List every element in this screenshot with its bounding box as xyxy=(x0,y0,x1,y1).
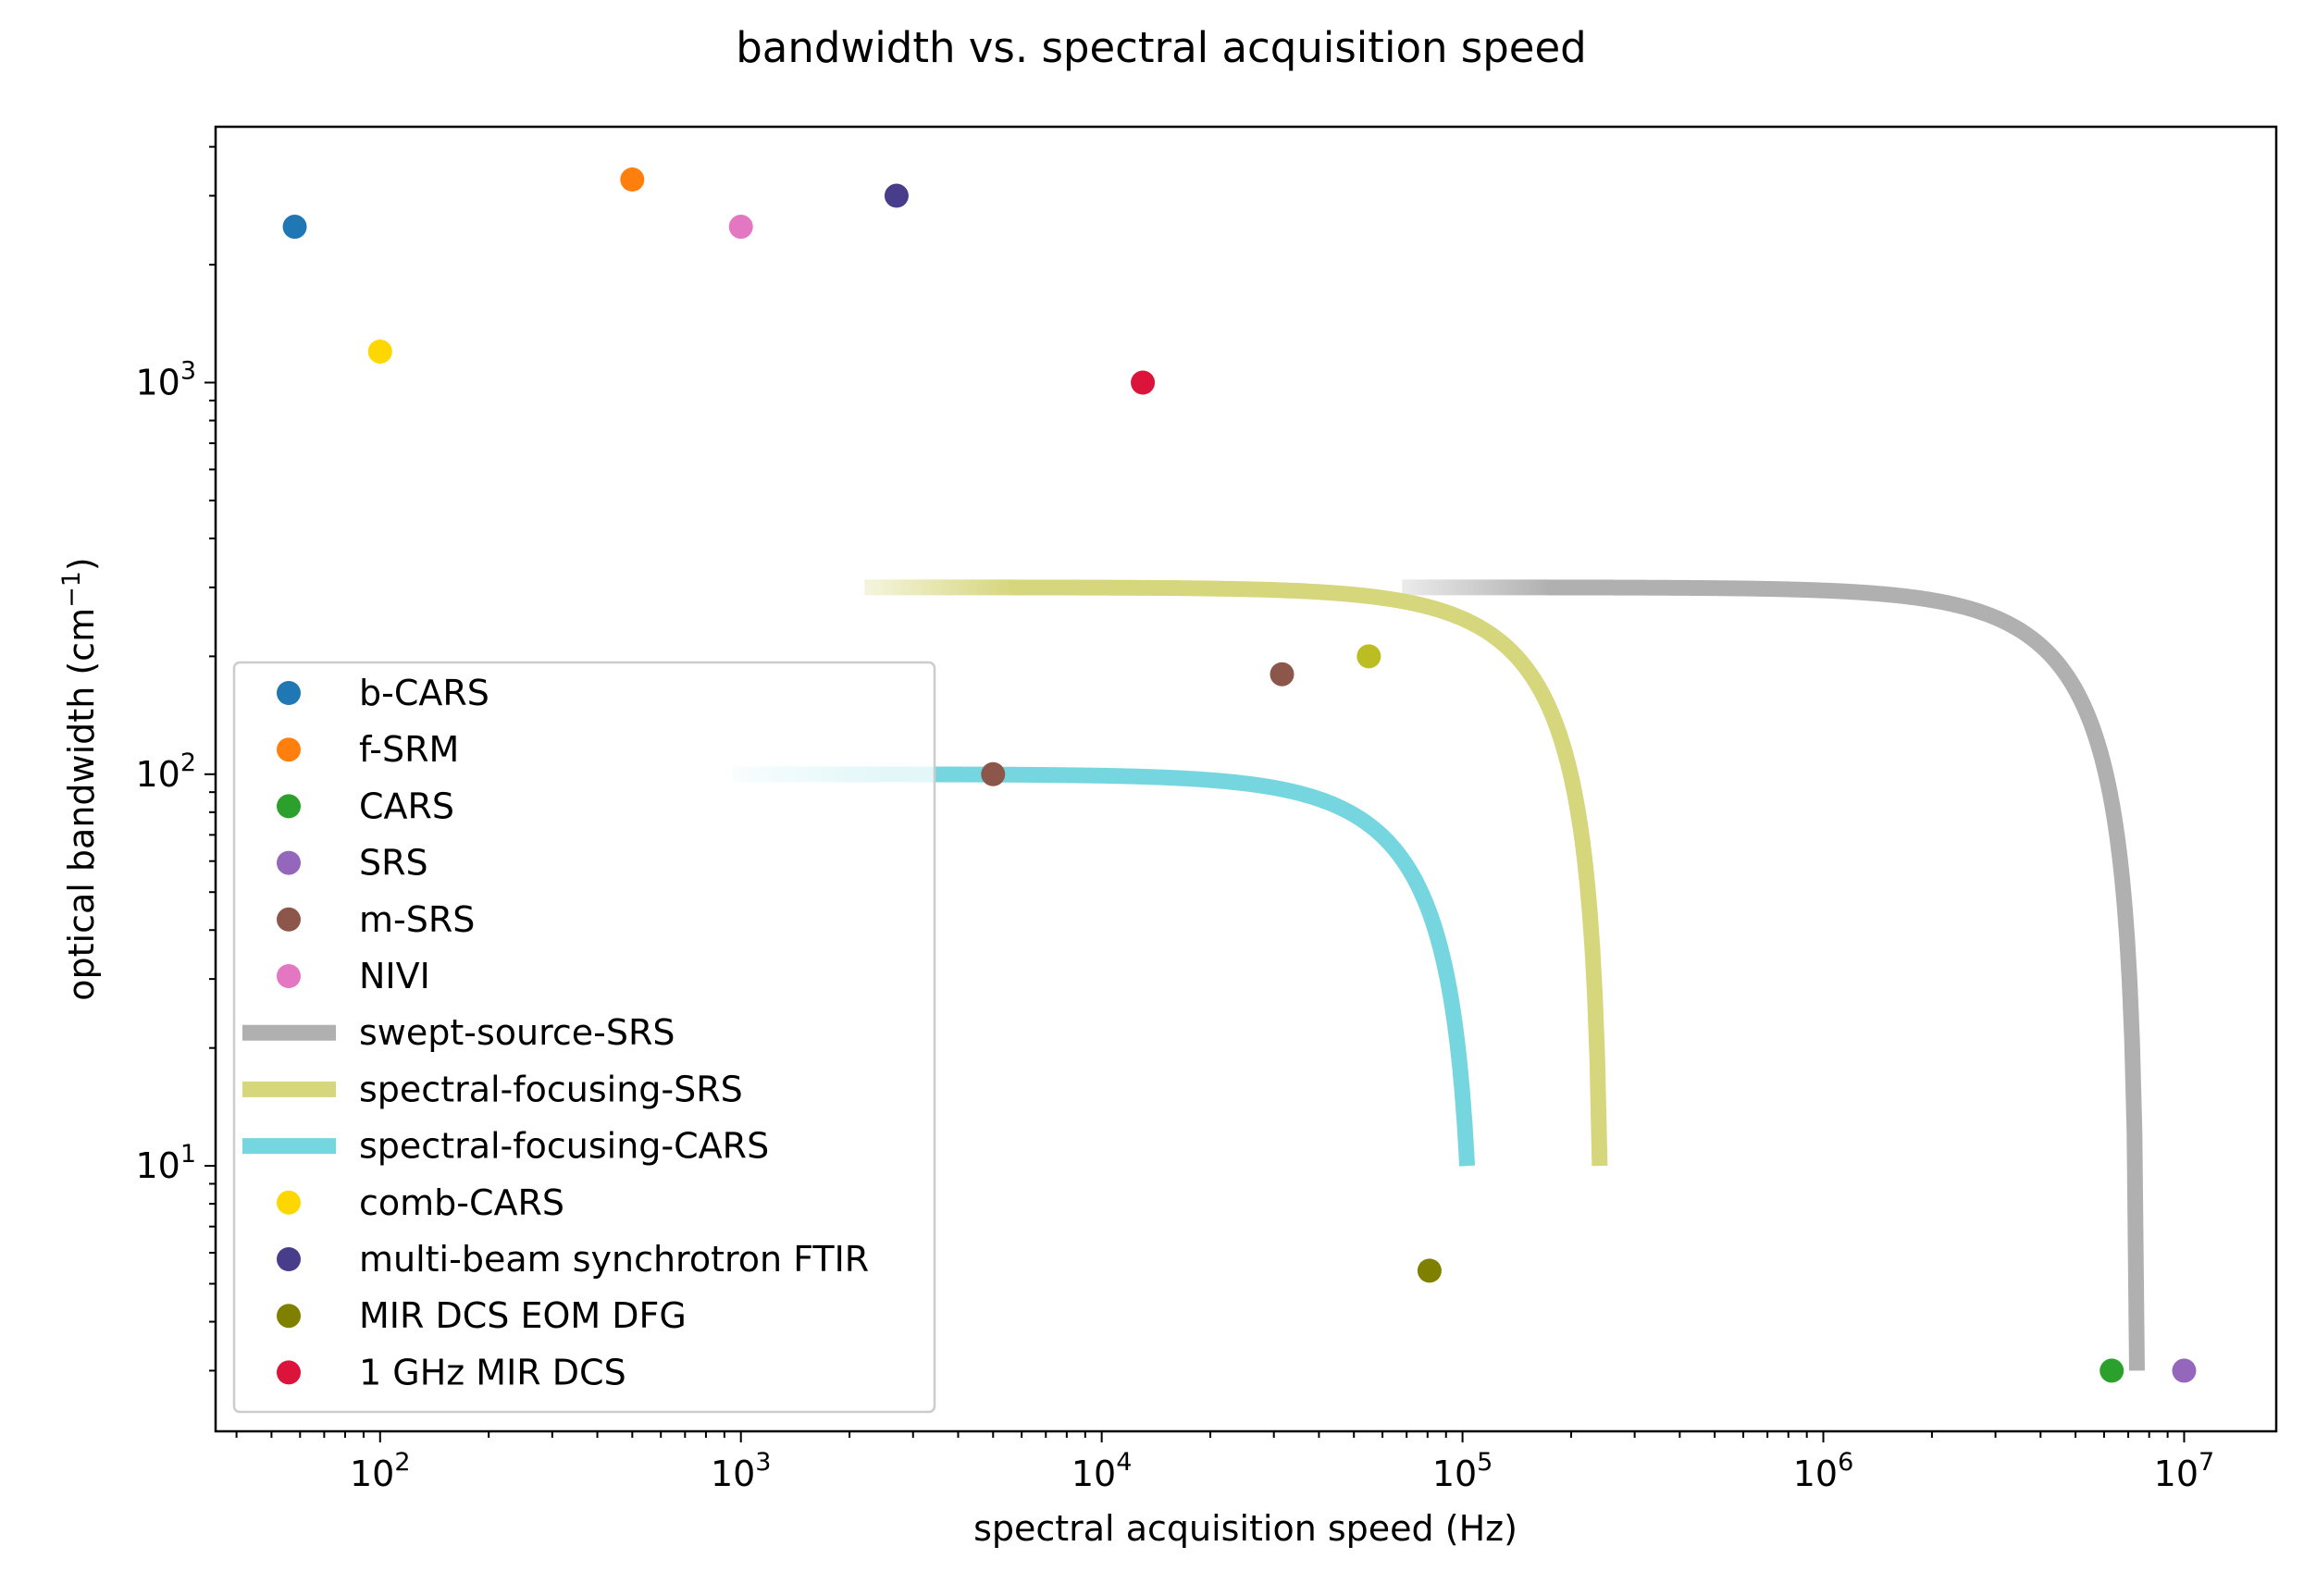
x-tick-label: 102 xyxy=(350,1448,411,1494)
legend-label-nivi: NIVI xyxy=(359,956,430,996)
legend-label-m-srs: m-SRS xyxy=(359,899,475,940)
unlabeled-point xyxy=(1356,644,1381,669)
legend-label-comb-cars: comb-CARS xyxy=(359,1182,564,1223)
legend-swatch-b-cars xyxy=(277,681,301,705)
legend-label-b-cars: b-CARS xyxy=(359,673,489,713)
y-axis-label: optical bandwidth (cm−1) xyxy=(57,557,102,1000)
legend-swatch-f-srm xyxy=(277,737,301,762)
x-tick-label: 105 xyxy=(1432,1448,1493,1494)
y-axis-label-text: optical bandwidth (cm xyxy=(61,608,102,1001)
srs-point xyxy=(2172,1358,2197,1383)
comb-cars-point xyxy=(367,339,392,364)
legend-box xyxy=(232,661,936,1414)
m-srs-point xyxy=(981,761,1006,786)
spectral-focusing-srs-curve xyxy=(859,579,1608,1167)
plot-area-frame xyxy=(214,125,2278,1433)
legend-label-swept-source-srs: swept-source-SRS xyxy=(359,1012,675,1053)
legend-swatch-nivi xyxy=(277,964,301,988)
nivi-point xyxy=(728,215,753,240)
legend-swatch-srs xyxy=(277,850,301,875)
legend-label-srs: SRS xyxy=(359,843,428,884)
1-ghz-mir-dcs-point xyxy=(1131,370,1156,395)
y-tick-label: 102 xyxy=(135,749,196,795)
y-tick-label: 101 xyxy=(135,1140,196,1186)
m-srs-point xyxy=(1270,662,1294,687)
y-axis-ticks: 101 102 103 xyxy=(135,145,216,1372)
f-srm-point xyxy=(620,167,645,192)
mir-dcs-eom-dfg-point xyxy=(1417,1258,1442,1283)
legend-label-1-ghz-mir-dcs: 1 GHz MIR DCS xyxy=(359,1352,626,1392)
multi-beam-synchrotron-ftir-point xyxy=(884,183,909,208)
series-points xyxy=(282,167,2197,1383)
swept-source-srs-curve xyxy=(1396,579,2145,1371)
legend-swatch-mir-dcs-eom-dfg xyxy=(277,1304,301,1329)
x-tick-label: 107 xyxy=(2154,1448,2215,1494)
x-axis-label: spectral acquisition speed (Hz) xyxy=(973,1508,1517,1549)
legend-label-f-srm: f-SRM xyxy=(359,729,459,770)
chart-title: bandwidth vs. spectral acquisition speed xyxy=(736,23,1587,72)
legend-label-multi-beam-synchrotron-ftir: multi-beam synchrotron FTIR xyxy=(359,1239,869,1280)
legend-label-spectral-focusing-cars: spectral-focusing-CARS xyxy=(359,1126,769,1167)
cars-point xyxy=(2100,1358,2124,1383)
legend-label-spectral-focusing-srs: spectral-focusing-SRS xyxy=(359,1069,743,1109)
y-axis-label-close: ) xyxy=(61,557,102,571)
legend-swatch-m-srs xyxy=(277,907,301,932)
legend-label-cars: CARS xyxy=(359,786,454,826)
legend-swatch-cars xyxy=(277,794,301,819)
x-tick-label: 106 xyxy=(1793,1448,1854,1494)
legend-swatch-1-ghz-mir-dcs xyxy=(277,1360,301,1385)
legend: b-CARS f-SRM CARS SRS m-SRS NIVI swept-source-… xyxy=(232,661,936,1414)
y-tick-label: 103 xyxy=(135,357,196,403)
legend-swatch-multi-beam-synchrotron-ftir xyxy=(277,1247,301,1271)
b-cars-point xyxy=(282,215,307,240)
legend-swatch-comb-cars xyxy=(277,1190,301,1215)
legend-label-mir-dcs-eom-dfg: MIR DCS EOM DFG xyxy=(359,1295,687,1336)
x-axis-ticks: 102 103 104 105 106 107 xyxy=(235,1431,2215,1494)
y-axis-label-exponent: −1 xyxy=(57,571,86,608)
x-tick-label: 104 xyxy=(1071,1448,1133,1494)
x-tick-label: 103 xyxy=(711,1448,772,1494)
